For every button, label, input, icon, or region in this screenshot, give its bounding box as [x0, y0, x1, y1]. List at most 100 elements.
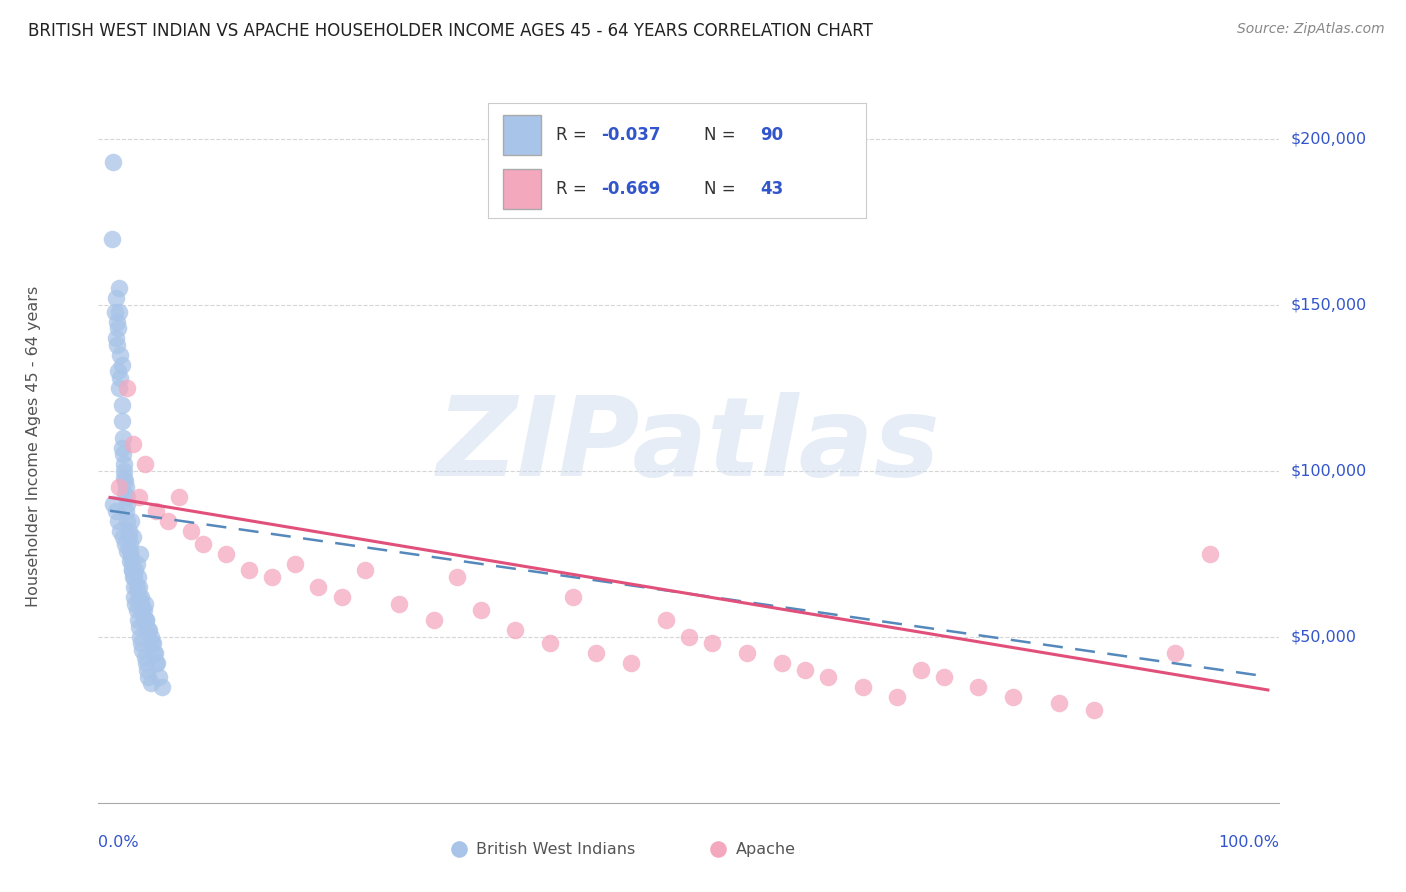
Point [105, 338, 128, 352]
Point [134, 457, 156, 471]
Point [136, 670, 159, 684]
Point [139, 630, 162, 644]
Point [446, 570, 468, 584]
Point [115, 481, 138, 495]
Point [132, 613, 155, 627]
Point [124, 570, 146, 584]
Point [562, 590, 585, 604]
Point [118, 543, 141, 558]
Text: ZIPatlas: ZIPatlas [437, 392, 941, 500]
Point [538, 636, 561, 650]
Point [128, 491, 150, 505]
Point [330, 590, 353, 604]
Point [135, 657, 157, 671]
Point [124, 597, 146, 611]
Point [148, 670, 170, 684]
Point [470, 603, 492, 617]
Point [103, 155, 125, 169]
Point [115, 504, 138, 518]
Point [112, 464, 135, 478]
Point [143, 647, 166, 661]
Point [135, 613, 157, 627]
Point [129, 630, 152, 644]
Point [150, 680, 173, 694]
Point [131, 603, 153, 617]
Point [135, 613, 157, 627]
Point [353, 564, 375, 578]
Point [107, 321, 129, 335]
Point [104, 304, 127, 318]
Point [117, 524, 139, 538]
Point [108, 381, 131, 395]
Point [112, 470, 135, 484]
Point [111, 447, 134, 461]
Text: $100,000: $100,000 [1291, 463, 1367, 478]
Point [118, 537, 141, 551]
Point [108, 481, 131, 495]
Point [136, 624, 159, 638]
Point [118, 553, 141, 567]
Point [910, 663, 932, 677]
Text: $150,000: $150,000 [1291, 297, 1367, 312]
Point [620, 657, 643, 671]
Point [125, 557, 148, 571]
Point [110, 524, 132, 538]
Point [770, 657, 793, 671]
Text: $200,000: $200,000 [1291, 131, 1367, 146]
Point [117, 497, 139, 511]
Point [215, 547, 238, 561]
Point [124, 580, 146, 594]
Point [117, 491, 139, 505]
Point [793, 663, 815, 677]
Point [136, 663, 159, 677]
Point [110, 348, 132, 362]
Point [132, 603, 155, 617]
Point [180, 524, 202, 538]
Point [655, 613, 678, 627]
Point [122, 530, 145, 544]
Text: British West Indians: British West Indians [477, 842, 636, 856]
Point [134, 649, 156, 664]
Point [110, 358, 132, 372]
Point [112, 457, 135, 471]
Point [1199, 547, 1222, 561]
Point [284, 557, 307, 571]
Point [503, 624, 526, 638]
Point [707, 796, 730, 810]
Point [129, 636, 152, 650]
Point [121, 557, 143, 571]
Text: Apache: Apache [737, 842, 796, 856]
Point [122, 570, 145, 584]
Point [120, 514, 142, 528]
Point [886, 690, 908, 704]
Point [128, 620, 150, 634]
Point [141, 636, 163, 650]
Point [114, 537, 136, 551]
Point [307, 580, 329, 594]
Point [134, 597, 156, 611]
Point [127, 613, 149, 627]
Point [388, 597, 411, 611]
Point [451, 796, 474, 810]
Point [817, 670, 839, 684]
Text: Householder Income Ages 45 - 64 years: Householder Income Ages 45 - 64 years [25, 285, 41, 607]
Point [852, 680, 875, 694]
Point [122, 437, 145, 451]
Point [238, 564, 260, 578]
Point [1002, 690, 1025, 704]
Text: $50,000: $50,000 [1291, 630, 1357, 644]
Point [121, 564, 143, 578]
Point [103, 497, 125, 511]
Point [110, 397, 132, 411]
Point [735, 647, 758, 661]
Point [1049, 696, 1071, 710]
Point [117, 543, 139, 558]
Point [143, 647, 166, 661]
Point [1164, 647, 1187, 661]
Point [110, 414, 132, 428]
Point [114, 474, 136, 488]
Point [124, 564, 146, 578]
Point [104, 291, 127, 305]
Point [125, 580, 148, 594]
Point [142, 636, 165, 650]
